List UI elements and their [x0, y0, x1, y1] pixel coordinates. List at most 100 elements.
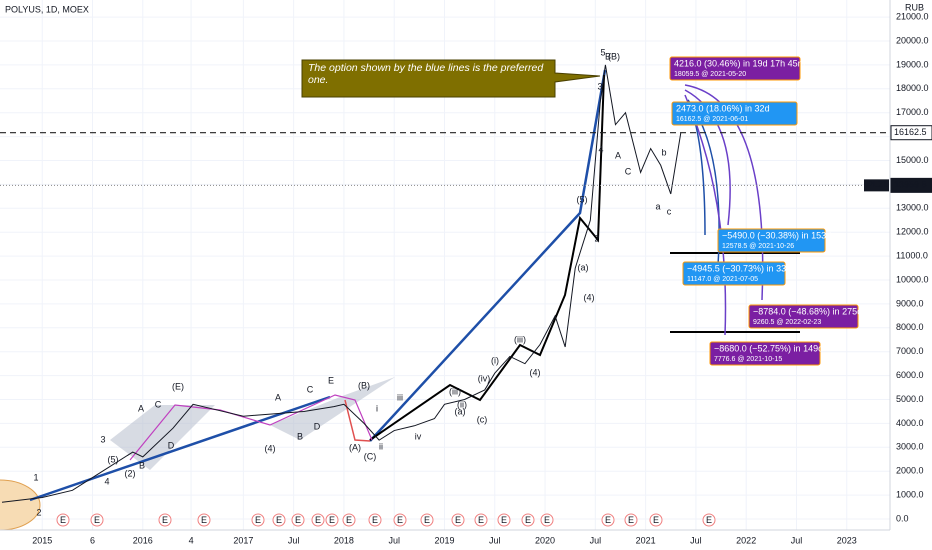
- wave-label: D: [314, 421, 321, 431]
- event-marker: [251, 513, 265, 527]
- header-title: POLYUS, 1D, MOEX: [5, 4, 89, 14]
- trend-line: [369, 69, 607, 442]
- event-label: E: [455, 515, 461, 525]
- event-label: E: [397, 515, 403, 525]
- callout: The option shown by the blue lines is th…: [308, 62, 543, 86]
- wave-label: (iv): [478, 373, 491, 383]
- event-marker: [291, 513, 305, 527]
- wave-label: A: [275, 392, 281, 402]
- event-marker: [624, 513, 638, 527]
- wave-label: (4): [584, 292, 595, 302]
- wave-label: 3: [100, 434, 105, 444]
- event-marker: [451, 513, 465, 527]
- y-tick-label: 21000.0: [896, 11, 929, 21]
- y-tick-label: 4000.0: [896, 418, 924, 428]
- x-tick-label: Jul: [288, 535, 300, 545]
- x-tick-label: Jul: [388, 535, 400, 545]
- measure-sub: 12578.5 @ 2021-10-26: [722, 243, 794, 250]
- x-tick-label: 2020: [535, 535, 555, 545]
- event-label: E: [255, 515, 261, 525]
- event-marker: [342, 513, 356, 527]
- wave-label: (5): [577, 194, 588, 204]
- x-tick-label: 2022: [736, 535, 756, 545]
- event-label: E: [501, 515, 507, 525]
- wave-label: A: [615, 150, 621, 160]
- x-tick-label: 2016: [133, 535, 153, 545]
- wave-label: B: [297, 431, 303, 441]
- measure-text: −4945.5 (−30.73%) in 33d: [687, 263, 791, 273]
- y-tick-label: 0.0: [896, 513, 909, 523]
- wave-label: A: [138, 403, 144, 413]
- measure-box: [717, 228, 826, 253]
- wave-label: (B): [358, 380, 370, 390]
- measure-sub: 9260.5 @ 2022-02-23: [753, 319, 821, 326]
- wave-label: C: [625, 166, 632, 176]
- event-label: E: [706, 515, 712, 525]
- event-label: E: [276, 515, 282, 525]
- x-tick-label: 2023: [837, 535, 857, 545]
- wave-label: 4: [598, 144, 603, 154]
- wave-label: (4): [265, 443, 276, 453]
- event-marker: [540, 513, 554, 527]
- y-tick-label: 20000.0: [896, 35, 929, 45]
- x-tick-label: 2018: [334, 535, 354, 545]
- trend-line: [29, 395, 331, 502]
- wave-label: (iii): [449, 386, 461, 396]
- event-marker: [601, 513, 615, 527]
- event-label: E: [653, 515, 659, 525]
- measure-box: [709, 341, 821, 366]
- y-tick-label: 7000.0: [896, 346, 924, 356]
- event-marker: [649, 513, 663, 527]
- event-marker: [368, 513, 382, 527]
- y-tick-label: 12000.0: [896, 227, 929, 237]
- wave-label: (2): [125, 468, 136, 478]
- wave-line: [344, 399, 371, 442]
- event-label: E: [94, 515, 100, 525]
- y-tick-label: 10000.0: [896, 274, 929, 284]
- event-label: E: [329, 515, 335, 525]
- x-tick-label: 2015: [32, 535, 52, 545]
- wave-label: (a): [578, 262, 589, 272]
- wave-label: i: [376, 403, 378, 413]
- wave-label: D: [168, 440, 175, 450]
- event-label: E: [372, 515, 378, 525]
- measure-text: −5490.0 (−30.38%) in 153d: [722, 230, 831, 240]
- wave-label: a: [655, 201, 660, 211]
- measure-box: [671, 101, 798, 126]
- event-marker: [197, 513, 211, 527]
- plot: [1, 64, 682, 503]
- event-label: E: [295, 515, 301, 525]
- event-label: E: [424, 515, 430, 525]
- event-label: E: [544, 515, 550, 525]
- x-tick-label: Jul: [791, 535, 803, 545]
- event-label: E: [525, 515, 531, 525]
- event-marker: [56, 513, 70, 527]
- event-marker: [420, 513, 434, 527]
- price-tag: 16162.5: [894, 127, 927, 137]
- x-tick-label: 2019: [434, 535, 454, 545]
- event-marker: [474, 513, 488, 527]
- measure-sub: 16162.5 @ 2021-06-01: [676, 116, 748, 123]
- wave-line: [129, 394, 373, 461]
- event-marker: [497, 513, 511, 527]
- wave-label: (B): [608, 51, 620, 61]
- x-tick-label: 6: [90, 535, 95, 545]
- y-tick-label: 1000.0: [896, 489, 924, 499]
- x-tick-label: Jul: [590, 535, 602, 545]
- wave-label: E: [328, 375, 334, 385]
- wave-label: C: [307, 384, 314, 394]
- measure-sub: 11147.0 @ 2021-07-05: [687, 276, 758, 283]
- wave-label: (E): [172, 381, 184, 391]
- wave-label: (c): [477, 414, 488, 424]
- event-marker: [521, 513, 535, 527]
- callout-box: [301, 59, 601, 98]
- measure-sub: 7776.6 @ 2021-10-15: [714, 356, 782, 363]
- event-marker: [393, 513, 407, 527]
- wave-label: ii: [379, 441, 383, 451]
- event-marker: [325, 513, 339, 527]
- wave-label: (iii): [514, 334, 526, 344]
- wave-label: c: [667, 206, 672, 216]
- wave-line: [369, 74, 605, 441]
- y-tick-label: 8000.0: [896, 322, 924, 332]
- highlight-ellipse: [0, 479, 41, 531]
